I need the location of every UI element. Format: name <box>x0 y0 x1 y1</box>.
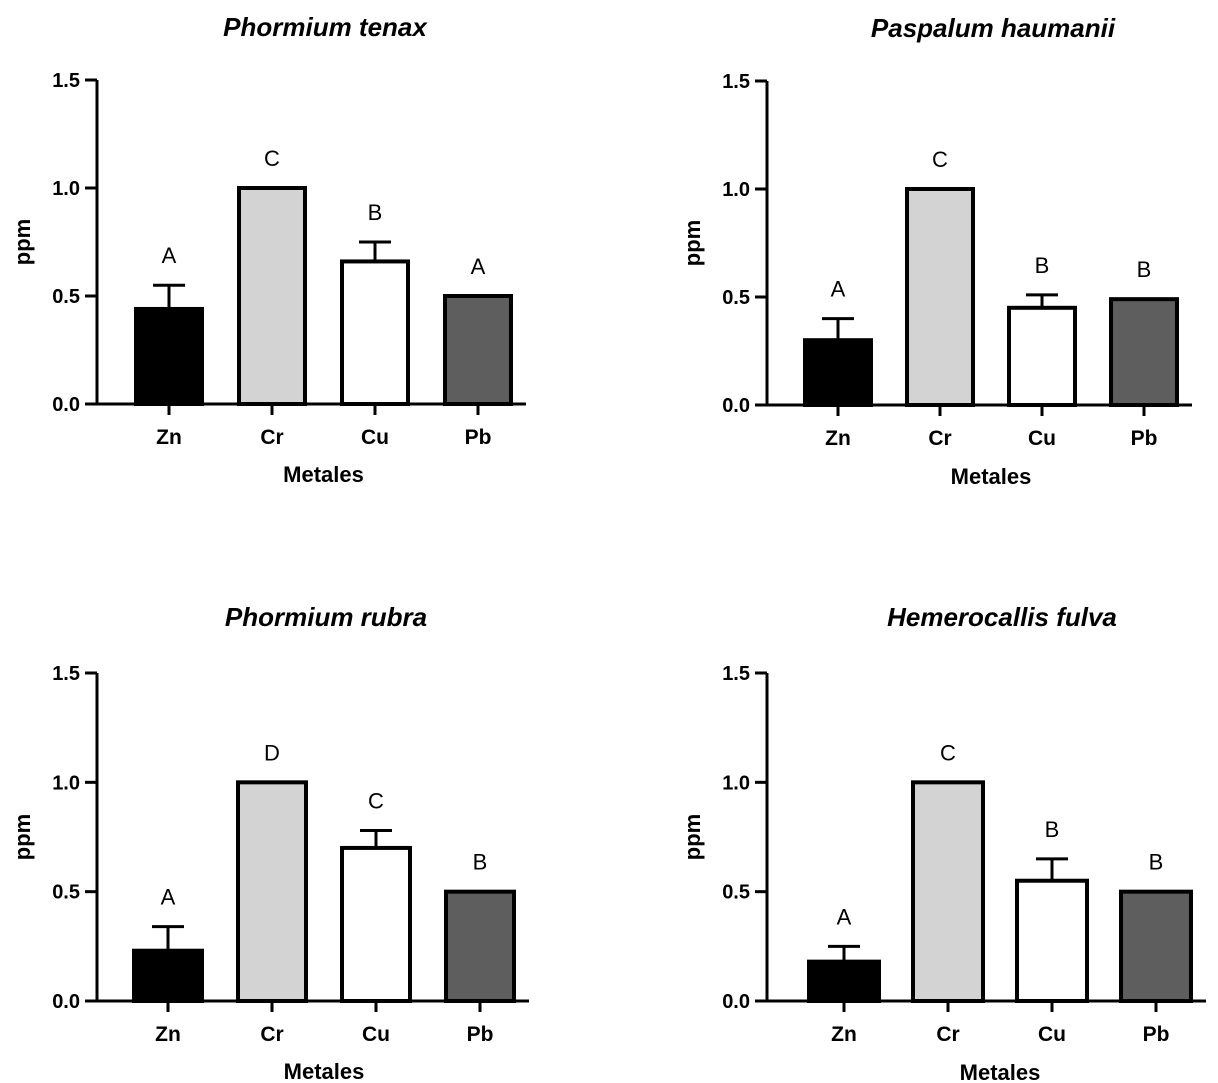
x-tick-label: Cr <box>928 427 951 450</box>
x-tick-label: Zn <box>825 427 851 450</box>
chart-title: Hemerocallis fulva <box>887 602 1117 632</box>
x-axis-label: Metales <box>284 1059 365 1083</box>
y-tick-label: 0.5 <box>722 882 750 904</box>
x-axis-label: Metales <box>951 464 1032 489</box>
significance-label: B <box>368 200 383 225</box>
significance-label: C <box>264 146 280 171</box>
chart-svg: Phormium tenax 0.0 0.5 1.0 1.5 ppm A Zn C Cr B Cu A P… <box>10 12 526 487</box>
bar-zn <box>134 306 204 406</box>
x-tick-label: Cu <box>361 426 389 449</box>
y-tick-label: 0.0 <box>52 394 80 416</box>
x-axis-label: Metales <box>960 1060 1041 1083</box>
significance-label: B <box>1035 253 1050 278</box>
chart-panel: Phormium tenax 0.0 0.5 1.0 1.5 ppm A Zn C Cr B Cu A P… <box>0 0 546 487</box>
y-tick-label: 1.5 <box>52 70 80 92</box>
significance-label: D <box>264 740 280 765</box>
x-tick-label: Pb <box>465 426 492 449</box>
x-tick-label: Zn <box>156 426 182 449</box>
y-axis-label: ppm <box>680 220 705 266</box>
bar-pb <box>444 889 516 1003</box>
bar-pb <box>443 294 513 406</box>
x-tick-label: Cu <box>1038 1023 1066 1046</box>
chart-svg: Paspalum haumanii 0.0 0.5 1.0 1.5 ppm A Zn C Cr B C… <box>680 13 1192 489</box>
chart-svg: Phormium rubra 0.0 0.5 1.0 1.5 ppm A Zn D Cr C Cu B P… <box>10 602 529 1083</box>
chart-title: Phormium rubra <box>225 602 427 632</box>
y-tick-label: 1.0 <box>52 772 80 794</box>
y-tick-label: 1.5 <box>722 663 750 685</box>
y-axis-label: ppm <box>10 814 35 860</box>
significance-label: C <box>368 788 384 813</box>
y-axis-label: ppm <box>680 814 705 860</box>
x-tick-label: Zn <box>831 1023 857 1046</box>
significance-label: B <box>1137 257 1152 282</box>
y-tick-label: 0.0 <box>52 991 80 1013</box>
y-tick-label: 0.5 <box>52 286 80 308</box>
y-axis-label: ppm <box>10 219 35 265</box>
x-tick-label: Pb <box>1143 1023 1170 1046</box>
bar-pb <box>1119 889 1193 1003</box>
y-tick-label: 1.5 <box>722 71 750 93</box>
chart-title: Paspalum haumanii <box>871 13 1116 43</box>
bar-pb <box>1109 297 1179 407</box>
y-tick-label: 1.0 <box>52 178 80 200</box>
bar-cr <box>911 780 985 1003</box>
x-tick-label: Cr <box>260 1023 283 1046</box>
significance-label: A <box>837 904 852 929</box>
significance-label: A <box>161 885 176 910</box>
bar-cr <box>236 780 308 1003</box>
x-tick-label: Pb <box>467 1023 494 1046</box>
significance-label: A <box>831 277 846 302</box>
chart-panel: Hemerocallis fulva 0.0 0.5 1.0 1.5 ppm A Zn C Cr B… <box>672 600 1218 1083</box>
x-tick-label: Pb <box>1131 427 1158 450</box>
bar-zn <box>132 948 204 1003</box>
x-tick-label: Cr <box>936 1023 959 1046</box>
x-axis-label: Metales <box>283 462 364 487</box>
x-tick-label: Zn <box>155 1023 181 1046</box>
x-tick-label: Cr <box>260 426 283 449</box>
y-tick-label: 0.5 <box>722 287 750 309</box>
significance-label: B <box>473 850 488 875</box>
significance-label: B <box>1045 817 1060 842</box>
y-tick-label: 0.0 <box>722 395 750 417</box>
bar-zn <box>803 338 873 408</box>
bar-cu <box>1007 305 1077 407</box>
significance-label: A <box>471 254 486 279</box>
y-tick-label: 0.5 <box>52 882 80 904</box>
y-tick-label: 1.5 <box>52 663 80 685</box>
significance-label: C <box>932 147 948 172</box>
bar-cu <box>340 259 410 406</box>
y-tick-label: 1.0 <box>722 772 750 794</box>
y-tick-label: 1.0 <box>722 179 750 201</box>
significance-label: A <box>162 243 177 268</box>
x-tick-label: Cu <box>362 1023 390 1046</box>
significance-label: B <box>1149 850 1164 875</box>
bar-zn <box>807 959 881 1004</box>
chart-title: Phormium tenax <box>223 12 428 42</box>
bar-cr <box>237 186 307 406</box>
y-tick-label: 0.0 <box>722 991 750 1013</box>
chart-svg: Hemerocallis fulva 0.0 0.5 1.0 1.5 ppm A Zn C Cr B… <box>680 602 1206 1083</box>
chart-panel: Phormium rubra 0.0 0.5 1.0 1.5 ppm A Zn D Cr C Cu B P… <box>0 600 546 1083</box>
x-tick-label: Cu <box>1028 427 1056 450</box>
chart-panel: Paspalum haumanii 0.0 0.5 1.0 1.5 ppm A Zn C Cr B C… <box>672 0 1218 489</box>
bar-cu <box>1015 878 1089 1004</box>
bar-cu <box>340 845 412 1003</box>
bar-cr <box>905 187 975 407</box>
significance-label: C <box>940 740 956 765</box>
